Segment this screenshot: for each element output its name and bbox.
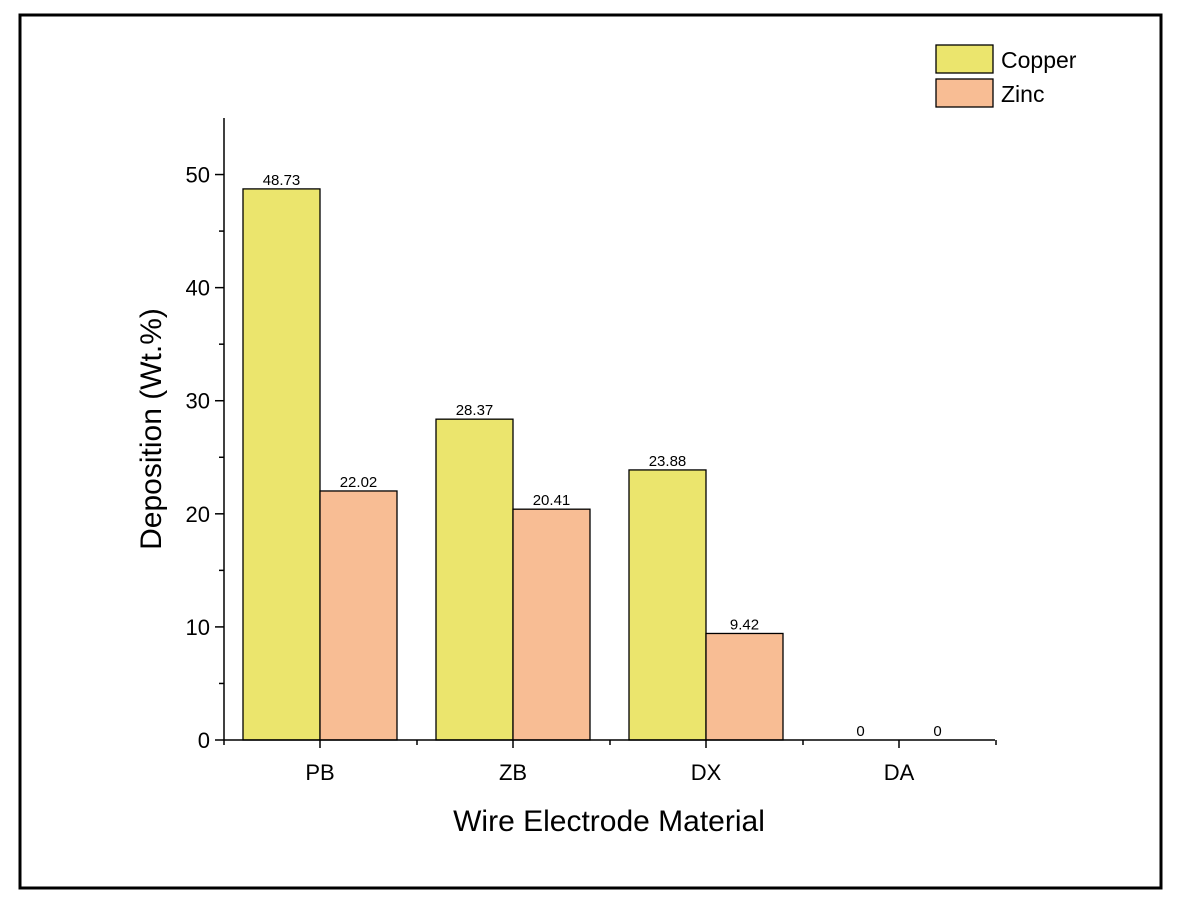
bar-zinc-zb <box>512 508 591 741</box>
legend-label-zinc: Zinc <box>1001 81 1044 107</box>
chart-frame <box>18 13 1163 890</box>
x-tick-label-dx: DX <box>691 760 722 785</box>
x-axis-title: Wire Electrode Material <box>453 805 765 838</box>
data-label-copper-zb: 28.37 <box>456 402 494 419</box>
bars-layer <box>242 188 784 741</box>
data-label-copper-pb: 48.73 <box>263 172 301 189</box>
bar-copper-pb <box>242 188 321 741</box>
x-tick-label-zb: ZB <box>499 760 527 785</box>
data-label-copper-dx: 23.88 <box>649 453 687 470</box>
x-tick-label-pb: PB <box>305 760 334 785</box>
bar-copper-dx <box>628 469 707 741</box>
data-label-zinc-dx: 9.42 <box>730 616 759 633</box>
y-tick-label-10: 10 <box>186 615 210 640</box>
bar-zinc-pb <box>319 490 398 741</box>
data-labels-layer: 48.73 22.02 28.37 20.41 23.88 9.42 0 0 <box>263 172 942 740</box>
legend: Copper Zinc <box>935 44 1077 108</box>
legend-label-copper: Copper <box>1001 47 1077 73</box>
data-label-zinc-pb: 22.02 <box>340 474 378 491</box>
y-tick-label-40: 40 <box>186 276 210 301</box>
y-tick-label-0: 0 <box>198 728 210 753</box>
bar-copper-zb <box>435 418 514 741</box>
y-axis-title: Deposition (Wt.%) <box>135 308 168 550</box>
y-tick-label-20: 20 <box>186 502 210 527</box>
bar-zinc-dx <box>705 632 784 741</box>
x-tick-label-da: DA <box>884 760 915 785</box>
axes-layer: PB ZB DX DA 0 10 20 30 40 50 <box>186 118 997 785</box>
legend-swatch-zinc <box>935 78 994 108</box>
legend-swatch-copper <box>935 44 994 74</box>
y-tick-label-30: 30 <box>186 389 210 414</box>
data-label-zinc-zb: 20.41 <box>533 492 571 509</box>
data-label-zinc-da: 0 <box>933 723 941 740</box>
y-tick-label-50: 50 <box>186 163 210 188</box>
data-label-copper-da: 0 <box>856 723 864 740</box>
